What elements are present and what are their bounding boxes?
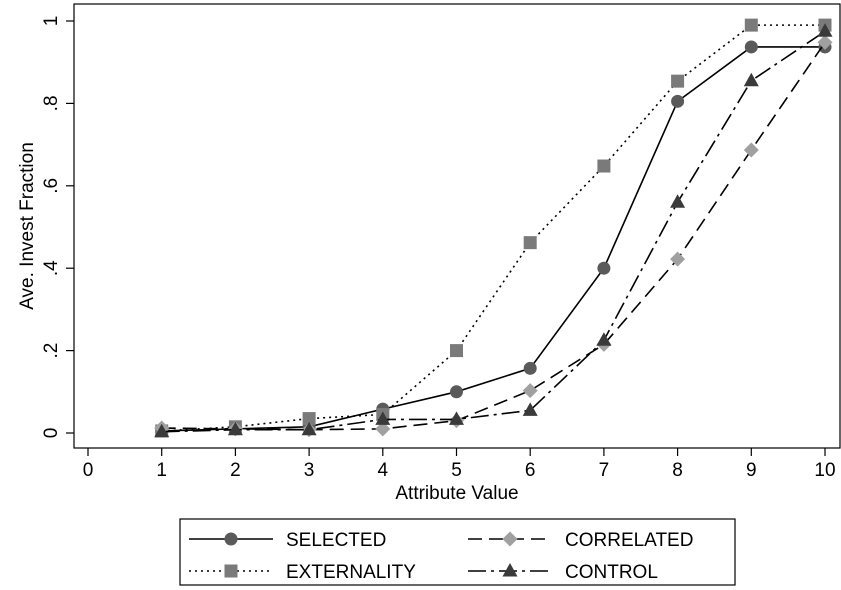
data-point-control bbox=[522, 402, 538, 416]
x-tick-label: 7 bbox=[599, 460, 610, 481]
legend-item-selected: SELECTED bbox=[189, 530, 386, 551]
y-axis-title: Ave. Invest Fraction bbox=[17, 142, 38, 310]
series-selected bbox=[155, 40, 832, 438]
data-point-externality bbox=[597, 159, 611, 173]
data-point-control bbox=[670, 194, 686, 208]
legend-label-selected: SELECTED bbox=[286, 530, 386, 551]
x-tick-label: 10 bbox=[814, 460, 835, 481]
data-point-correlated bbox=[375, 421, 391, 437]
data-point-control bbox=[596, 332, 612, 346]
legend-item-externality: EXTERNALITY bbox=[189, 562, 416, 583]
y-tick-label: 0 bbox=[41, 428, 62, 439]
series-line-control bbox=[161, 30, 826, 433]
data-point-correlated bbox=[743, 142, 759, 158]
legend-item-control: CONTROL bbox=[468, 562, 658, 583]
legend-label-correlated: CORRELATED bbox=[565, 530, 693, 551]
data-point-correlated bbox=[670, 251, 686, 267]
x-tick-label: 1 bbox=[156, 460, 167, 481]
data-point-selected bbox=[597, 261, 611, 275]
series-line-correlated bbox=[161, 41, 826, 431]
x-tick-label: 6 bbox=[525, 460, 536, 481]
x-axis-title: Attribute Value bbox=[395, 483, 518, 504]
legend-marker-correlated bbox=[502, 531, 518, 547]
data-point-externality bbox=[744, 18, 758, 32]
axes: 0 1 2 3 4 5 6 7 8 9 10 0 .2 .4 .6 .8 1 bbox=[41, 3, 841, 481]
data-point-control bbox=[154, 423, 170, 438]
x-tick-label: 9 bbox=[746, 460, 757, 481]
x-tick-label: 4 bbox=[378, 460, 389, 481]
x-tick-label: 3 bbox=[304, 460, 315, 481]
data-point-control bbox=[375, 411, 391, 425]
series-correlated bbox=[154, 34, 833, 438]
data-point-selected bbox=[671, 94, 685, 108]
series-externality bbox=[155, 18, 832, 438]
series-layer bbox=[154, 18, 833, 438]
data-point-externality bbox=[302, 412, 316, 426]
data-point-externality bbox=[523, 236, 537, 250]
data-point-externality bbox=[671, 74, 685, 88]
legend-label-externality: EXTERNALITY bbox=[286, 562, 416, 583]
y-tick-label: .2 bbox=[41, 343, 62, 359]
data-point-control bbox=[301, 421, 317, 436]
legend-marker-selected bbox=[224, 532, 238, 546]
x-tick-label: 8 bbox=[672, 460, 683, 481]
data-point-correlated bbox=[522, 383, 538, 399]
data-point-control bbox=[227, 421, 243, 436]
legend-label-control: CONTROL bbox=[565, 562, 658, 583]
y-tick-label: .4 bbox=[41, 260, 62, 276]
data-point-selected bbox=[744, 40, 758, 54]
plot-frame bbox=[73, 3, 841, 449]
data-point-correlated bbox=[817, 34, 833, 50]
x-tick-label: 5 bbox=[451, 460, 462, 481]
data-point-control bbox=[449, 411, 464, 425]
data-point-control bbox=[743, 72, 759, 87]
data-point-selected bbox=[523, 361, 537, 375]
y-tick-label: .8 bbox=[41, 95, 62, 111]
series-line-selected bbox=[161, 46, 825, 432]
data-point-control bbox=[817, 23, 833, 37]
y-tick-label: .6 bbox=[41, 178, 62, 194]
series-line-externality bbox=[161, 24, 825, 432]
data-point-externality bbox=[450, 344, 463, 358]
legend-box bbox=[179, 518, 736, 586]
legend-marker-control bbox=[502, 563, 518, 577]
y-tick-label: 1 bbox=[41, 16, 62, 27]
x-tick-label: 0 bbox=[83, 460, 94, 481]
data-point-selected bbox=[450, 385, 463, 399]
legend-item-correlated: CORRELATED bbox=[468, 530, 693, 551]
x-tick-label: 2 bbox=[230, 460, 241, 481]
series-control bbox=[154, 23, 833, 438]
legend-marker-externality bbox=[224, 564, 238, 578]
legend: SELECTED CORRELATED EXTERNALITY CONTROL bbox=[179, 518, 736, 586]
